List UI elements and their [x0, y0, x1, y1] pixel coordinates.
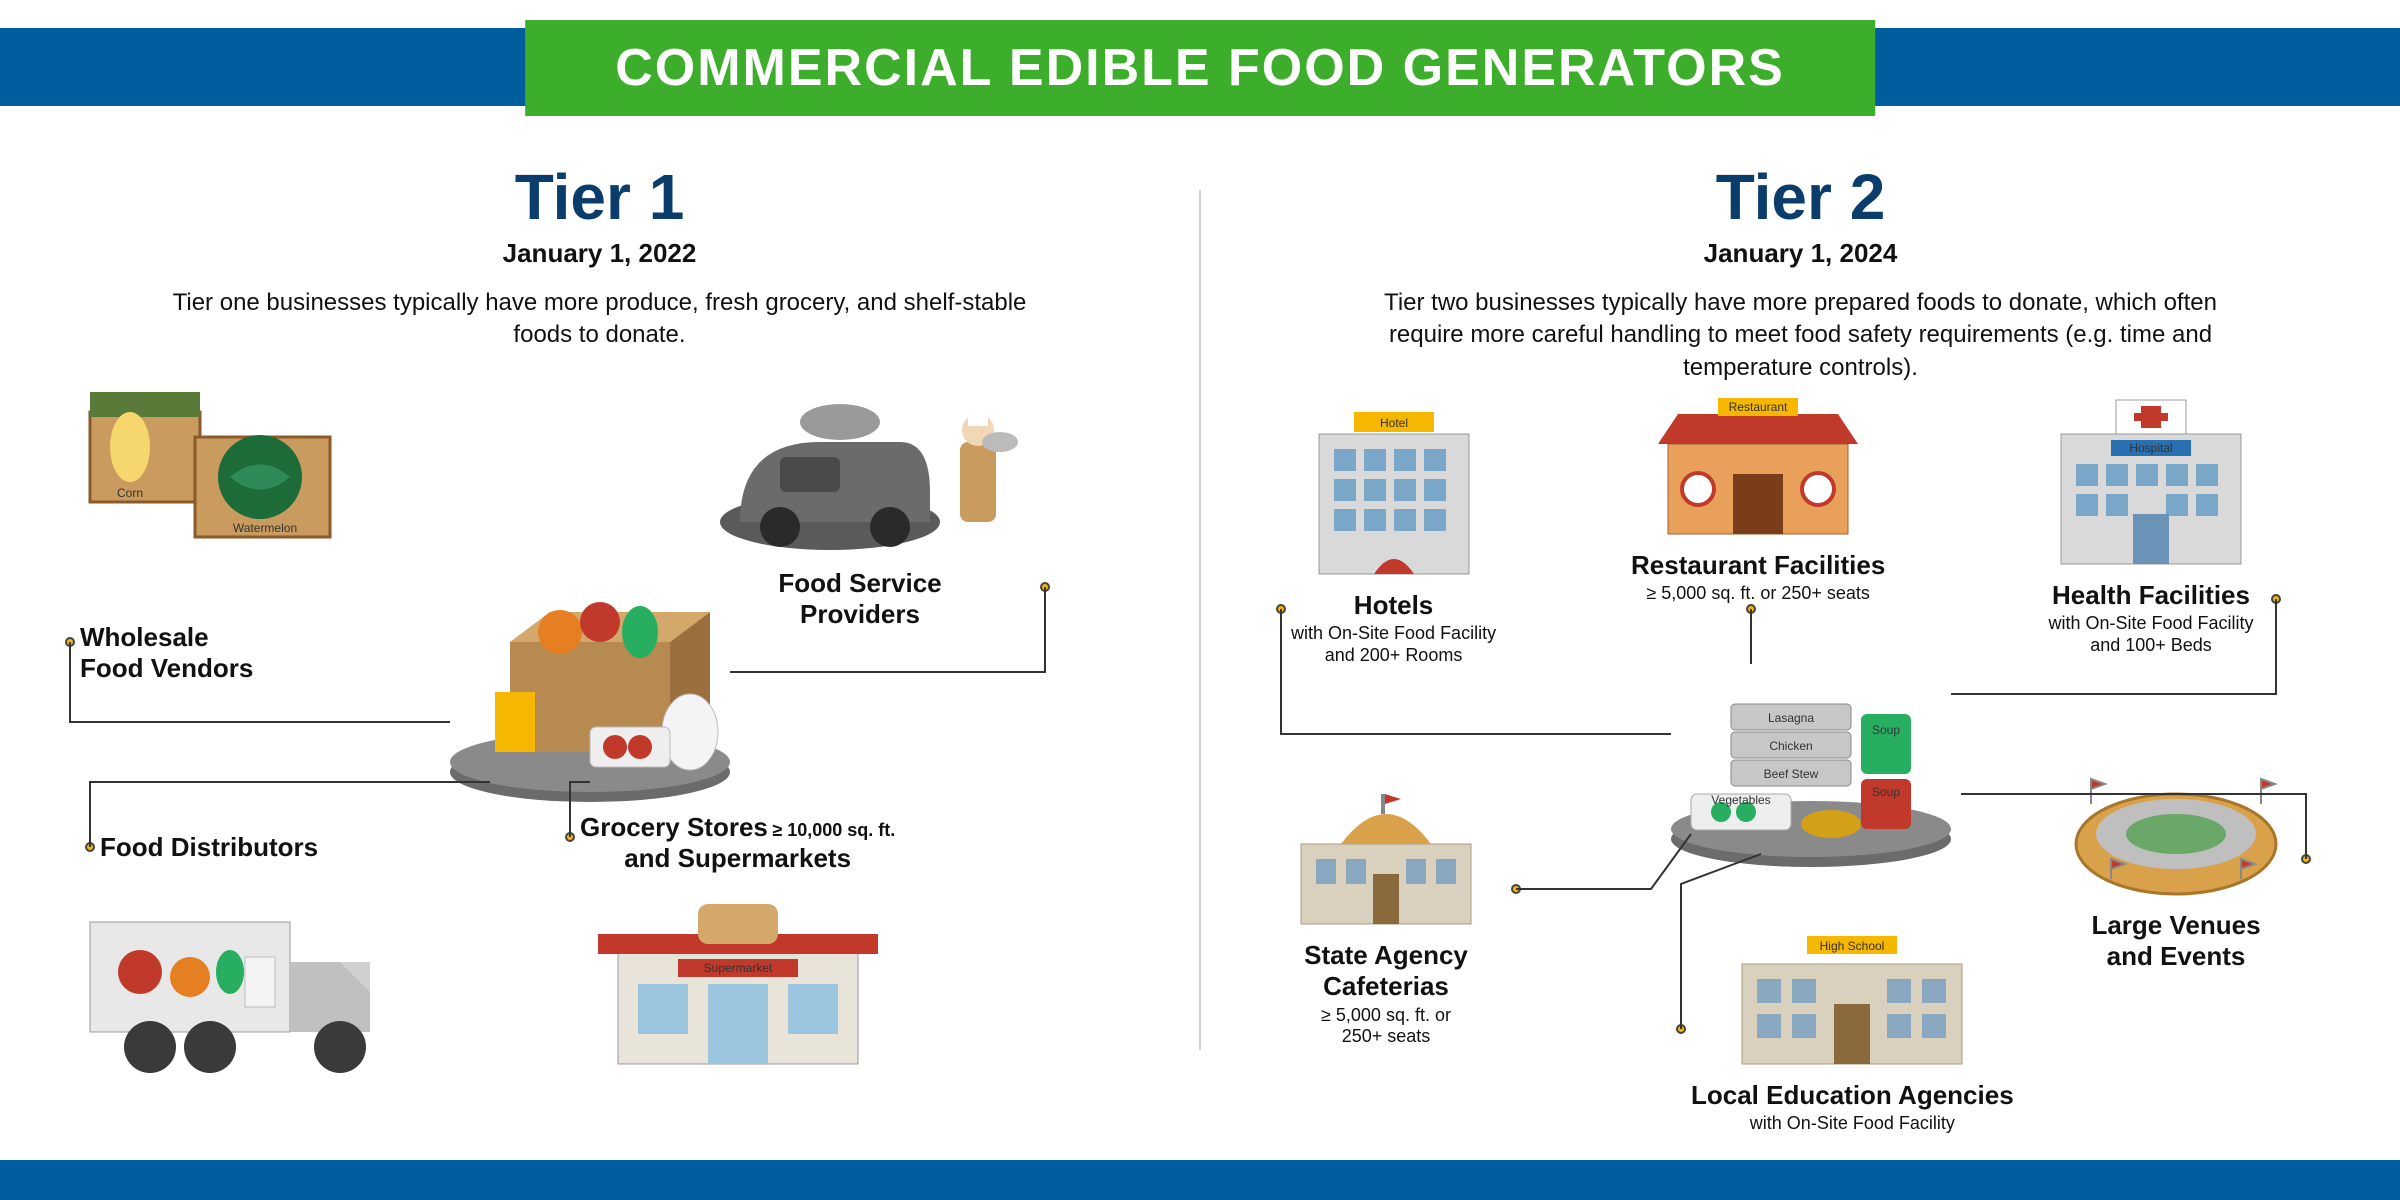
tier2-date: January 1, 2024 — [1261, 238, 2340, 269]
tier1-title: Tier 1 — [60, 160, 1139, 234]
content-region: Tier 1 January 1, 2022 Tier one business… — [0, 130, 2400, 1160]
page-title-banner: COMMERCIAL EDIBLE FOOD GENERATORS — [525, 20, 1875, 116]
tier2-description: Tier two businesses typically have more … — [1361, 287, 2241, 384]
tier2-connectors — [1261, 394, 2361, 1154]
footer-bar — [0, 1160, 2400, 1200]
tier2-panel: Tier 2 January 1, 2024 Tier two business… — [1201, 130, 2400, 1160]
tier1-canvas: Corn Watermelon WholesaleFood Vendors — [60, 362, 1139, 1122]
tier1-date: January 1, 2022 — [60, 238, 1139, 269]
tier1-description: Tier one businesses typically have more … — [160, 287, 1040, 352]
tier2-title: Tier 2 — [1261, 160, 2340, 234]
page-title: COMMERCIAL EDIBLE FOOD GENERATORS — [615, 39, 1785, 97]
tier1-connectors — [60, 362, 1160, 1122]
tier1-panel: Tier 1 January 1, 2022 Tier one business… — [0, 130, 1199, 1160]
tier2-canvas: Lasagna Chicken Beef Stew Vegetables Sou… — [1261, 394, 2340, 1154]
